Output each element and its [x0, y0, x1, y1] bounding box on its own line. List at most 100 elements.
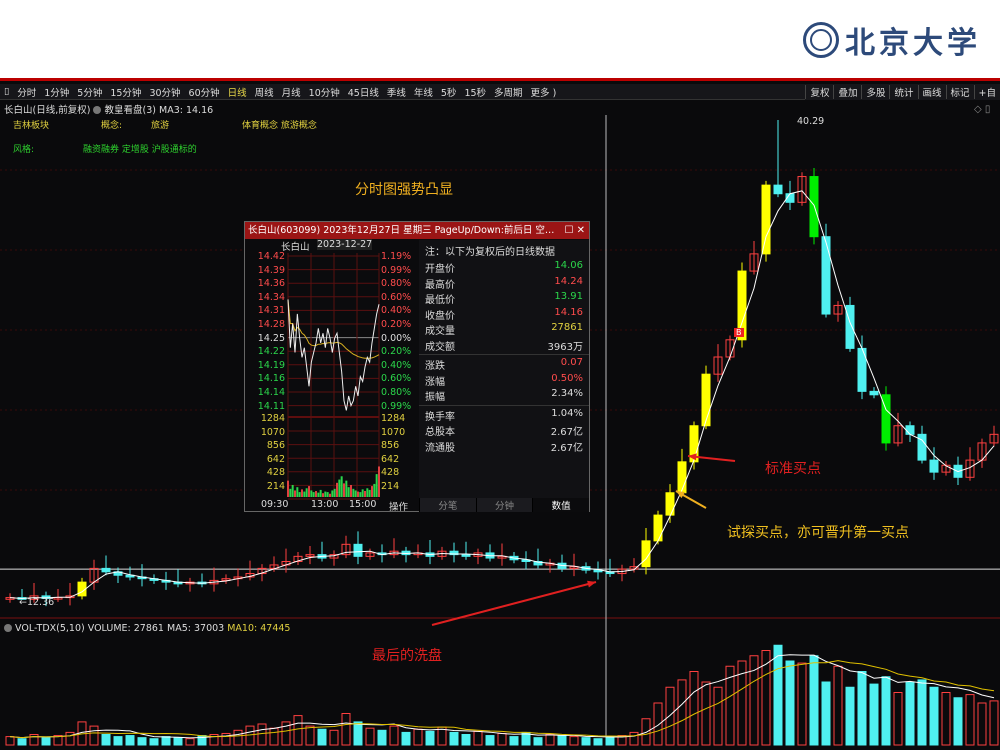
volume-bar [797, 662, 807, 746]
volume-header: VOL-TDX(5,10) VOLUME: 27861 MA5: 37003 M… [4, 623, 290, 634]
candle-body [101, 567, 111, 573]
intraday-chart [287, 253, 380, 500]
ma3-value: MA3: 14.16 [159, 105, 214, 116]
volume-bar [65, 731, 75, 746]
intraday-volume-bar [287, 480, 289, 497]
toolbar-button[interactable]: 画线 [917, 85, 946, 99]
layout-toggle-icon[interactable]: ▯ [4, 86, 10, 97]
diamond-icon[interactable]: ◇ ▯ [974, 104, 991, 115]
period-tab[interactable]: 45日线 [347, 87, 379, 99]
volume-bar [413, 728, 423, 746]
data-value: 0.50% [551, 372, 583, 384]
intraday-volume-bar [373, 483, 376, 497]
volume-bar [773, 644, 783, 746]
period-tab[interactable]: 季线 [386, 87, 406, 99]
data-row: 成交量 27861 [425, 322, 583, 337]
intraday-volume-bar [333, 488, 336, 497]
popup-tabs: 分笔 分钟 数值 [419, 498, 590, 512]
annotation-standard-buy: 标准买点 [765, 461, 821, 477]
volume-bar [365, 727, 375, 746]
data-label: 成交量 [425, 326, 455, 337]
low-price-value: 12.36 [26, 597, 55, 608]
volume-bar [533, 737, 543, 746]
university-seal-icon [803, 22, 839, 58]
candle-body [989, 433, 999, 444]
volume-bar [713, 686, 723, 746]
intraday-volume-bar [291, 485, 294, 497]
volume-bar [125, 735, 135, 746]
indicator-name[interactable]: 教皇看盘(3) [104, 105, 156, 116]
toolbar-button[interactable]: 叠加 [833, 85, 861, 99]
popup-title[interactable]: 长白山(603099) 2023年12月27日 星期三 PageUp/Down:… [245, 222, 589, 239]
period-tab[interactable]: 分时 [17, 87, 37, 99]
volume-bar [425, 730, 435, 746]
toolbar-right: 复权 叠加 多股 统计 画线 标记 +自 [805, 84, 1000, 100]
data-row: 振幅 2.34% [425, 388, 583, 403]
popup-tab[interactable]: 分笔 [419, 498, 476, 512]
data-row: 总股本 2.67亿 [425, 423, 583, 438]
operate-button[interactable]: 操作 [389, 502, 409, 513]
period-tab[interactable]: 30分钟 [149, 87, 181, 99]
data-label: 流通股 [425, 442, 455, 454]
pct-axis-label: 0.80% [381, 278, 412, 290]
intraday-volume-bar [322, 493, 324, 497]
period-tab[interactable]: 日线 [227, 87, 247, 99]
volume-bar [17, 738, 27, 746]
period-tab[interactable]: 15分钟 [110, 87, 142, 99]
popup-tab[interactable]: 数值 [532, 498, 590, 512]
popup-window-buttons[interactable]: ☐ ✕ [564, 225, 585, 236]
popup-note: 注：以下为复权后的日线数据 [425, 247, 555, 258]
period-tab[interactable]: 多周期 [494, 87, 523, 99]
volume-bar [461, 734, 471, 746]
period-tab[interactable]: 年线 [413, 87, 433, 99]
candle-body [569, 566, 579, 569]
vol-ma10: MA10: 47445 [227, 623, 291, 634]
volume-dropdown-icon[interactable] [4, 624, 12, 632]
popup-tab[interactable]: 分钟 [475, 498, 533, 512]
candle-body [341, 543, 351, 556]
candle-body [905, 425, 915, 435]
data-value: 14.16 [554, 306, 583, 318]
volume-bar [977, 702, 987, 746]
toolbar-button[interactable]: 多股 [861, 85, 889, 99]
period-tab[interactable]: 周线 [254, 87, 274, 99]
period-tab[interactable]: 月线 [281, 87, 301, 99]
period-tab[interactable]: 60分钟 [188, 87, 220, 99]
period-tab[interactable]: 10分钟 [308, 87, 340, 99]
vol-axis-label-right: 856 [381, 440, 400, 452]
period-tab[interactable]: 5秒 [440, 87, 457, 99]
period-tab[interactable]: 更多 ) [530, 87, 557, 99]
volume-bar [317, 728, 327, 746]
toolbar-button[interactable]: +自 [973, 85, 1000, 99]
volume-bar [677, 679, 687, 746]
toolbar-button[interactable]: 复权 [805, 85, 833, 99]
annotation-probe-buy: 试探买点，亦可晋升第一买点 [727, 525, 909, 541]
data-value: 2.67亿 [550, 427, 583, 438]
volume-bar [785, 660, 795, 746]
data-label: 开盘价 [425, 264, 455, 275]
price-axis-label: 14.39 [257, 264, 285, 276]
candle-body [821, 236, 831, 315]
candle-body [737, 270, 747, 341]
indicator-dropdown-icon[interactable] [93, 106, 102, 114]
vol-indicator-name[interactable]: VOL-TDX(5,10) [15, 623, 85, 634]
intraday-volume-bar [361, 489, 364, 497]
price-axis-label: 14.19 [257, 359, 285, 371]
period-tab[interactable]: 5分钟 [77, 87, 103, 99]
vol-axis-label-right: 1284 [381, 413, 406, 424]
volume-bar [941, 692, 951, 746]
volume-bar [593, 738, 603, 746]
period-tab[interactable]: 1分钟 [44, 87, 70, 99]
data-value: 14.06 [554, 260, 583, 271]
vol-axis-label-right: 428 [381, 467, 400, 479]
period-tab[interactable]: 15秒 [464, 87, 487, 99]
intraday-volume-bar [336, 482, 338, 497]
toolbar-button[interactable]: 标记 [945, 85, 974, 99]
divider [419, 404, 589, 406]
concept2-value: 体育概念 旅游概念 [242, 121, 317, 131]
candle-body [41, 595, 51, 599]
price-axis-label: 14.22 [257, 346, 285, 358]
intraday-volume-bar [359, 492, 362, 497]
toolbar-button[interactable]: 统计 [889, 85, 917, 99]
candle-body [845, 304, 855, 349]
